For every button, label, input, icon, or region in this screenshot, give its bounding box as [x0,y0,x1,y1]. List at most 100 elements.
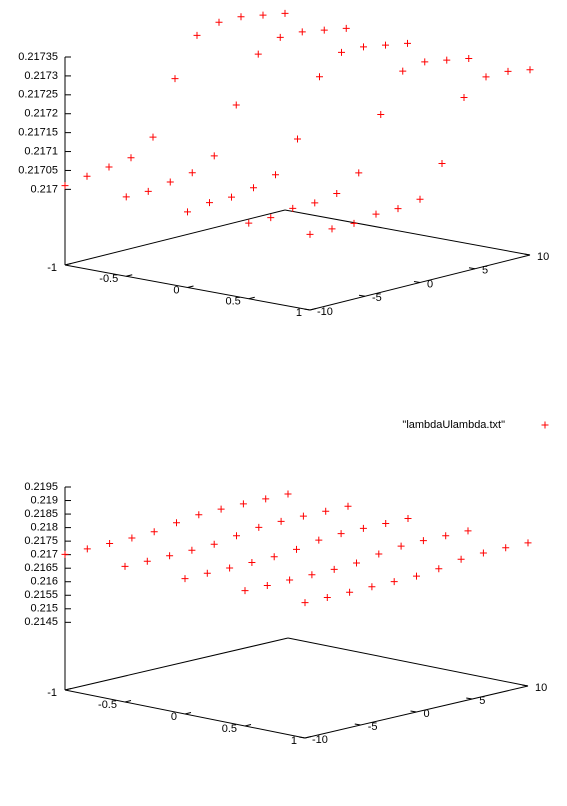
z-tick-label: 0.218 [30,522,58,534]
point [267,214,275,222]
point [346,588,354,596]
point [144,187,152,195]
point [413,572,420,580]
point [443,56,451,64]
point [315,536,323,544]
point [241,587,249,595]
point [149,133,157,141]
point [442,532,450,540]
z-tick-label: 0.2173 [24,70,58,82]
point [248,559,256,567]
point [250,184,257,192]
point [382,41,389,49]
point [368,583,376,591]
point [397,542,405,550]
x-tick-label: 0 [171,711,177,723]
point [308,571,316,579]
point [255,523,263,531]
point [181,575,189,583]
point [328,225,336,233]
x-tick [184,712,192,715]
y-tick [303,308,311,311]
point [338,48,345,56]
point [122,193,130,201]
point [215,18,223,26]
point [526,66,534,74]
point [166,552,174,560]
point [359,524,367,532]
point [353,559,360,567]
point [184,208,191,216]
x-tick [187,285,194,288]
point [61,182,69,190]
z-tick-label: 0.21715 [18,127,58,139]
point [206,199,213,207]
y-tick-label: -10 [312,734,328,746]
x-tick-label: 0.5 [225,296,240,308]
base-edge [287,637,529,687]
y-tick [410,710,417,713]
base-edge [64,637,289,691]
x-tick [64,688,72,691]
point [465,54,473,62]
y-tick-label: -5 [368,721,378,733]
x-tick [124,700,132,703]
x-tick [64,263,72,266]
point [239,500,247,508]
point [382,519,390,527]
y-tick [468,267,476,270]
z-tick-label: 0.2171 [24,145,58,157]
x-tick [248,296,255,300]
y-tick-label: 5 [482,265,488,277]
point [217,505,225,513]
point [276,33,284,41]
point [404,515,412,523]
point [316,73,323,81]
z-tick-label: 0.21705 [18,164,58,176]
base-edge [284,209,531,256]
point [394,205,402,213]
point [294,135,301,143]
point [333,190,341,198]
x-tick [244,724,252,727]
point [61,550,69,558]
point [404,39,411,47]
x-tick-label: -1 [47,687,57,699]
y-tick [523,253,531,256]
point [228,193,235,201]
point [284,490,292,498]
point [203,569,211,577]
z-tick-label: 0.216 [30,576,58,588]
point [150,528,158,536]
point [479,549,487,557]
point [306,230,314,238]
point [188,169,196,177]
point [438,160,446,168]
point [254,50,262,58]
z-tick-label: 0.2172 [24,108,58,120]
point [322,507,330,515]
z-tick-label: 0.21735 [18,51,58,63]
point [210,540,218,548]
point [372,210,380,218]
point [232,101,240,109]
point [270,553,278,561]
z-tick-label: 0.2175 [24,535,58,547]
point [355,169,363,177]
z-tick-label: 0.21725 [18,89,58,101]
point [502,544,510,552]
z-tick-label: 0.217 [30,183,58,195]
y-tick [358,294,366,297]
point [193,31,201,39]
point [277,517,285,525]
point [83,172,91,180]
point [173,519,180,527]
y-tick [413,281,421,283]
legend-label: "lambdaUlambda.txt" [402,419,505,431]
point [390,578,398,586]
point [263,581,271,589]
point [504,67,512,75]
z-tick-label: 0.2165 [24,562,58,574]
z-tick-label: 0.2155 [24,589,58,601]
